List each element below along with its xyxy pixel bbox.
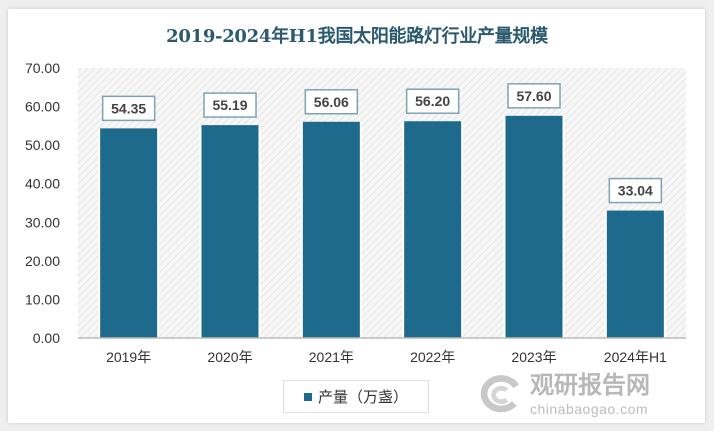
data-label: 54.35 — [111, 100, 146, 116]
x-tick-label: 2024年H1 — [604, 349, 667, 365]
watermark-logo-icon — [480, 375, 519, 413]
x-tick-label: 2020年 — [207, 349, 252, 365]
bar — [505, 115, 563, 338]
y-tick-label: 0.00 — [33, 330, 60, 346]
bar — [606, 210, 664, 338]
bar — [302, 121, 360, 338]
data-label-box — [405, 88, 460, 114]
y-tick-label: 70.00 — [25, 60, 60, 76]
watermark-en: chinabaogao.com — [530, 401, 649, 417]
data-label-box — [608, 177, 663, 204]
y-tick-label: 60.00 — [25, 99, 60, 115]
bar — [201, 125, 259, 338]
x-tick-label: 2023年 — [511, 349, 556, 365]
watermark-cn: 观研报告网 — [530, 372, 650, 399]
y-tick-label: 10.00 — [25, 291, 60, 307]
y-tick-label: 40.00 — [25, 176, 60, 192]
bar — [100, 128, 158, 338]
legend: 产量（万盏） — [283, 380, 429, 413]
x-tick-label: 2021年 — [309, 349, 354, 365]
data-label-box — [507, 83, 561, 109]
plot-area — [78, 68, 686, 338]
y-tick-label: 20.00 — [25, 253, 60, 269]
data-label-box — [101, 95, 156, 122]
data-label-box — [203, 92, 257, 118]
x-tick-label: 2019年 — [106, 349, 151, 365]
data-label: 56.20 — [415, 93, 450, 109]
legend-label: 产量（万盏） — [317, 389, 408, 406]
legend-swatch — [303, 392, 312, 401]
data-label-box — [304, 89, 359, 115]
bar — [404, 121, 462, 338]
chart-title: 2019-2024年H1我国太阳能路灯行业产量规模 — [166, 26, 548, 47]
data-label: 57.60 — [516, 88, 551, 104]
data-label: 33.04 — [618, 183, 653, 199]
y-tick-label: 30.00 — [25, 214, 60, 230]
y-tick-label: 50.00 — [25, 137, 60, 153]
data-label: 55.19 — [212, 97, 247, 113]
data-label: 56.06 — [314, 94, 349, 110]
x-tick-label: 2022年 — [410, 349, 455, 365]
